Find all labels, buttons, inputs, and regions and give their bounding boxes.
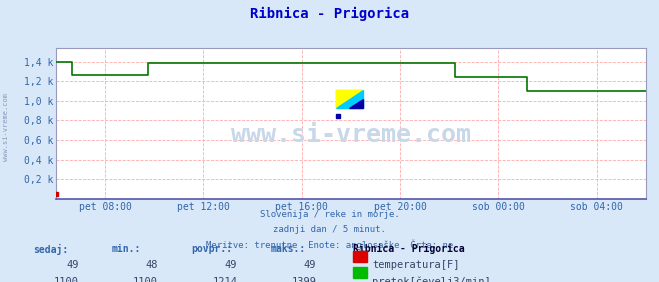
Text: Slovenija / reke in morje.: Slovenija / reke in morje. <box>260 210 399 219</box>
Text: Meritve: trenutne  Enote: anglosaške  Črta: ne: Meritve: trenutne Enote: anglosaške Črta… <box>206 239 453 250</box>
Text: 48: 48 <box>146 260 158 270</box>
Text: pretok[čevelj3/min]: pretok[čevelj3/min] <box>372 277 491 282</box>
Text: povpr.:: povpr.: <box>191 244 232 254</box>
Text: 49: 49 <box>225 260 237 270</box>
Text: www.si-vreme.com: www.si-vreme.com <box>231 124 471 147</box>
Text: maks.:: maks.: <box>270 244 305 254</box>
Text: min.:: min.: <box>112 244 142 254</box>
Text: www.si-vreme.com: www.si-vreme.com <box>3 93 9 161</box>
Text: temperatura[F]: temperatura[F] <box>372 260 460 270</box>
Text: 1214: 1214 <box>212 277 237 282</box>
Polygon shape <box>349 99 362 108</box>
Text: 49: 49 <box>67 260 79 270</box>
Polygon shape <box>336 90 362 108</box>
Text: 49: 49 <box>304 260 316 270</box>
Polygon shape <box>336 90 362 108</box>
Text: sedaj:: sedaj: <box>33 244 68 255</box>
Text: 1100: 1100 <box>133 277 158 282</box>
Text: Ribnica - Prigorica: Ribnica - Prigorica <box>250 7 409 21</box>
Text: 1100: 1100 <box>54 277 79 282</box>
Text: 1399: 1399 <box>291 277 316 282</box>
Text: zadnji dan / 5 minut.: zadnji dan / 5 minut. <box>273 225 386 234</box>
Text: Ribnica - Prigorica: Ribnica - Prigorica <box>353 244 464 254</box>
